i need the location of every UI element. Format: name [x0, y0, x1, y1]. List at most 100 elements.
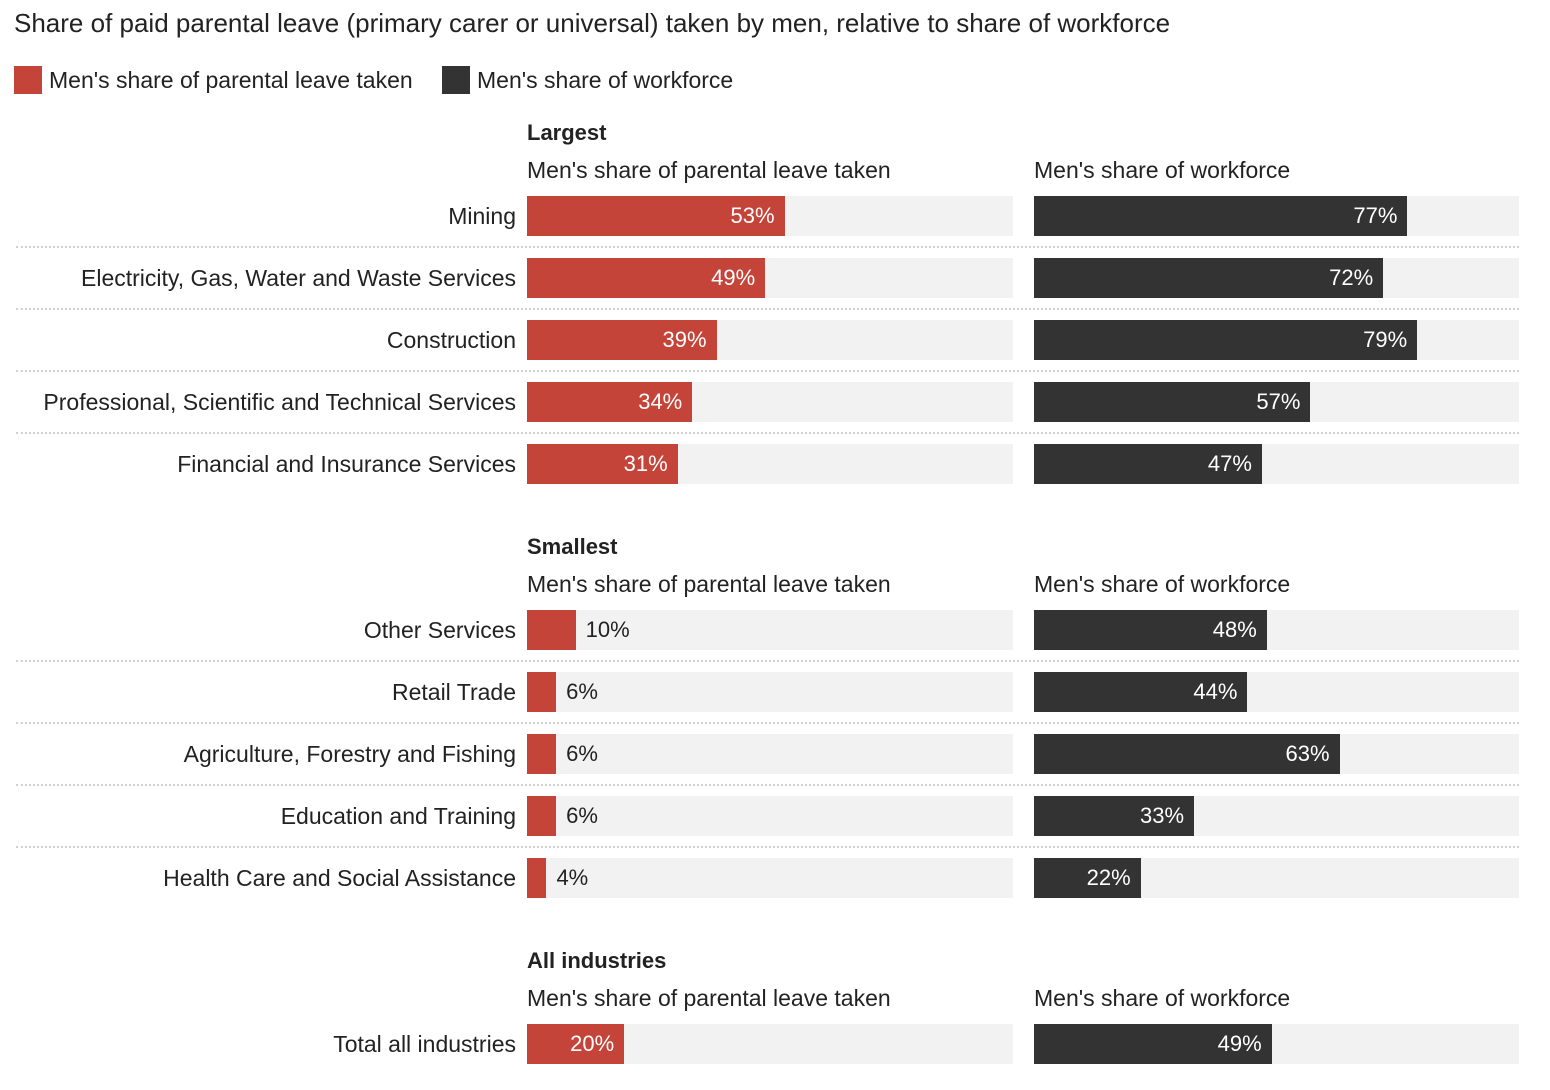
bar-track-leave: 31%	[527, 444, 1013, 484]
row-separator	[16, 722, 1519, 724]
bar-workforce	[1034, 1024, 1272, 1064]
data-label-workforce: 33%	[1140, 803, 1185, 828]
data-label-workforce: 48%	[1212, 617, 1257, 642]
data-label-leave: 34%	[638, 389, 683, 414]
data-label-leave: 31%	[623, 451, 668, 476]
row-separator	[16, 432, 1519, 434]
bar-track-leave: 49%	[527, 258, 1013, 298]
bar-workforce	[1034, 734, 1340, 774]
data-label-workforce: 72%	[1329, 265, 1374, 290]
row-separator	[16, 846, 1519, 848]
bar-track-workforce: 33%	[1034, 796, 1519, 836]
bar-track-leave: 34%	[527, 382, 1013, 422]
bar-track-leave: 6%	[527, 672, 1013, 712]
data-label-workforce: 22%	[1086, 865, 1131, 890]
bar-workforce	[1034, 858, 1141, 898]
bar-leave	[527, 858, 547, 898]
bar-workforce	[1034, 672, 1248, 712]
data-label-leave: 4%	[556, 865, 589, 890]
row-label: Other Services	[363, 617, 516, 643]
legend-label-leave: Men's share of parental leave taken	[49, 66, 413, 93]
data-label-workforce: 63%	[1285, 741, 1330, 766]
legend-swatch-leave	[14, 66, 42, 94]
bar-leave	[527, 1024, 625, 1064]
bar-leave	[527, 796, 557, 836]
row-label: Electricity, Gas, Water and Waste Servic…	[81, 265, 516, 291]
bar-leave	[527, 382, 693, 422]
column-header-leave: Men's share of parental leave taken	[527, 157, 891, 183]
row-label: Retail Trade	[391, 679, 516, 705]
bar-leave	[527, 196, 785, 236]
bar-workforce	[1034, 382, 1311, 422]
bar-track-workforce: 63%	[1034, 734, 1519, 774]
legend-label-workforce: Men's share of workforce	[477, 66, 734, 93]
bar-workforce	[1034, 610, 1267, 650]
legend-item-leave: Men's share of parental leave taken	[14, 66, 413, 94]
bar-leave	[527, 672, 557, 712]
data-label-workforce: 77%	[1353, 203, 1398, 228]
data-label-leave: 20%	[570, 1031, 615, 1056]
row-label: Agriculture, Forestry and Fishing	[183, 741, 516, 767]
row-label: Mining	[448, 203, 516, 229]
bar-workforce	[1034, 796, 1195, 836]
row-label: Construction	[386, 327, 516, 353]
bar-leave	[527, 258, 766, 298]
bar-leave	[527, 320, 717, 360]
data-label-leave: 6%	[566, 679, 598, 704]
data-label-workforce: 49%	[1217, 1031, 1262, 1056]
bar-leave	[527, 610, 576, 650]
section-title: Largest	[527, 120, 607, 145]
bar-track-workforce: 49%	[1034, 1024, 1519, 1064]
data-label-leave: 39%	[662, 327, 707, 352]
row-separator	[16, 370, 1519, 372]
bar-track-leave: 10%	[527, 610, 1013, 650]
bar-track-leave: 6%	[527, 734, 1013, 774]
data-label-leave: 53%	[730, 203, 775, 228]
column-header-leave: Men's share of parental leave taken	[527, 985, 891, 1011]
bar-track-workforce: 22%	[1034, 858, 1519, 898]
data-label-workforce: 79%	[1363, 327, 1408, 352]
row-separator	[16, 246, 1519, 248]
column-header-workforce: Men's share of workforce	[1034, 985, 1291, 1011]
section-title: Smallest	[527, 534, 618, 559]
column-header-workforce: Men's share of workforce	[1034, 157, 1291, 183]
legend-item-workforce: Men's share of workforce	[442, 66, 733, 94]
section-title: All industries	[527, 948, 667, 973]
row-label: Professional, Scientific and Technical S…	[43, 389, 516, 415]
bar-track-leave: 4%	[527, 858, 1013, 898]
chart-title: Share of paid parental leave (primary ca…	[14, 8, 1171, 38]
row-label: Total all industries	[333, 1031, 516, 1057]
bar-track-workforce: 72%	[1034, 258, 1519, 298]
bar-leave	[527, 444, 678, 484]
legend-swatch-workforce	[442, 66, 470, 94]
bar-workforce	[1034, 258, 1384, 298]
bar-track-workforce: 57%	[1034, 382, 1519, 422]
data-label-leave: 10%	[585, 617, 630, 642]
data-label-workforce: 47%	[1207, 451, 1252, 476]
bar-track-workforce: 77%	[1034, 196, 1519, 236]
bar-track-workforce: 48%	[1034, 610, 1519, 650]
bar-track-leave: 53%	[527, 196, 1013, 236]
data-label-workforce: 44%	[1193, 679, 1238, 704]
row-separator	[16, 308, 1519, 310]
bar-track-workforce: 79%	[1034, 320, 1519, 360]
bar-track-leave: 39%	[527, 320, 1013, 360]
data-label-workforce: 57%	[1256, 389, 1301, 414]
row-label: Financial and Insurance Services	[177, 451, 516, 477]
bar-workforce	[1034, 196, 1408, 236]
row-separator	[16, 660, 1519, 662]
data-label-leave: 6%	[566, 741, 598, 766]
bar-track-leave: 20%	[527, 1024, 1013, 1064]
bar-track-workforce: 47%	[1034, 444, 1519, 484]
column-header-leave: Men's share of parental leave taken	[527, 571, 891, 597]
data-label-leave: 49%	[711, 265, 756, 290]
bar-workforce	[1034, 320, 1418, 360]
bar-workforce	[1034, 444, 1262, 484]
row-label: Health Care and Social Assistance	[163, 865, 516, 891]
row-label: Education and Training	[280, 803, 516, 829]
bar-leave	[527, 734, 557, 774]
bar-track-workforce: 44%	[1034, 672, 1519, 712]
data-label-leave: 6%	[566, 803, 598, 828]
column-header-workforce: Men's share of workforce	[1034, 571, 1291, 597]
row-separator	[16, 784, 1519, 786]
